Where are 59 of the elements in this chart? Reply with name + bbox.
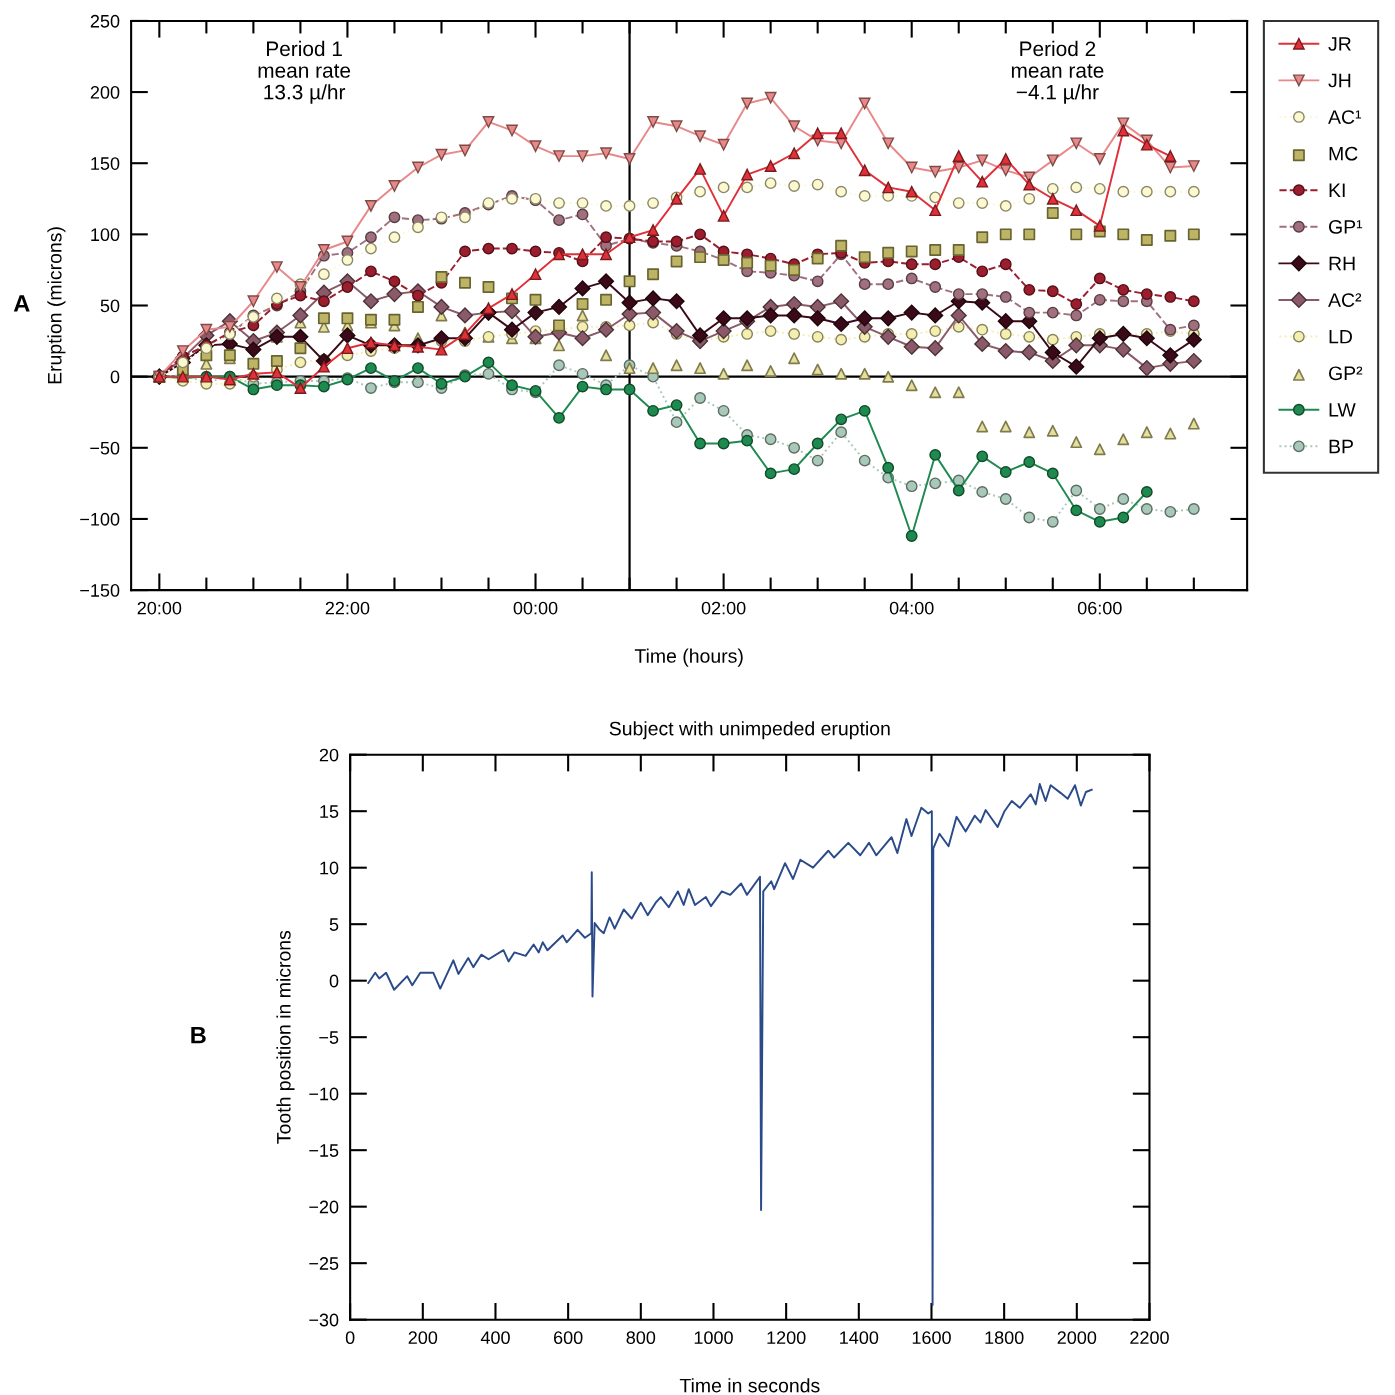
legend-label: JH (1328, 73, 1351, 88)
x-tick-label: 1800 (985, 1331, 1024, 1345)
x-tick-label: 1200 (767, 1331, 806, 1345)
legend-label: AC² (1328, 293, 1362, 307)
y-tick-label: −25 (309, 1257, 339, 1270)
x-tick-label: 22:00 (325, 601, 370, 615)
legend-label: GP² (1329, 366, 1363, 381)
x-tick-label: 2000 (1057, 1331, 1097, 1345)
x-axis-title: Time (hours) (634, 648, 743, 667)
y-tick-label: 10 (320, 861, 339, 875)
x-tick-label: 00:00 (513, 601, 558, 615)
legend-label: KI (1329, 183, 1345, 197)
y-tick-label: −50 (90, 441, 120, 455)
x-tick-label: 400 (480, 1331, 510, 1345)
x-tick-label: 04:00 (889, 601, 934, 615)
chart-title: Subject with unimpeded eruption (609, 721, 890, 740)
x-tick-label: 200 (408, 1331, 438, 1345)
text: A (13, 295, 30, 312)
annotation: Period 1 mean rate 13.3 µ/hr (258, 40, 351, 104)
y-tick-label: −10 (309, 1087, 339, 1101)
y-tick-label: 50 (100, 299, 120, 313)
y-tick-label: 0 (329, 974, 339, 988)
y-tick-label: −5 (319, 1031, 339, 1044)
y-tick-label: 100 (91, 228, 120, 242)
x-tick-label: 600 (554, 1331, 583, 1345)
x-tick-label: 800 (626, 1331, 656, 1345)
y-tick-label: 20 (319, 748, 339, 762)
x-tick-label: 1400 (840, 1331, 879, 1345)
x-tick-label: 2200 (1130, 1331, 1169, 1345)
legend-label: LD (1329, 329, 1352, 344)
y-tick-label: −20 (309, 1200, 339, 1214)
y-tick-label: −150 (80, 584, 120, 597)
x-axis-title: Time in seconds (679, 1378, 820, 1393)
y-tick-label: 15 (320, 805, 339, 818)
x-tick-label: 06:00 (1077, 601, 1122, 615)
x-tick-label: 0 (345, 1331, 355, 1345)
annotation: Period 2 mean rate −4.1 µ/hr (1011, 40, 1104, 104)
legend-label: MC (1329, 146, 1358, 161)
x-tick-label: 02:00 (701, 601, 746, 615)
y-axis-title: Eruption (microns) (47, 227, 66, 384)
legend-label: AC¹ (1328, 110, 1362, 124)
y-tick-label: 150 (91, 157, 120, 170)
x-tick-label: 1600 (912, 1331, 951, 1345)
legend-label: BP (1329, 439, 1353, 454)
x-tick-label: 1000 (694, 1331, 733, 1345)
legend-label: JR (1328, 37, 1351, 51)
text: B (191, 1027, 206, 1044)
legend-label: GP¹ (1329, 219, 1363, 234)
y-tick-label: −100 (80, 512, 120, 526)
y-tick-label: 0 (110, 370, 120, 384)
legend-label: RH (1329, 256, 1355, 271)
x-tick-label: 20:00 (137, 601, 182, 615)
y-tick-label: 200 (90, 86, 120, 99)
legend-label: LW (1329, 403, 1356, 417)
y-tick-label: 250 (90, 14, 120, 28)
y-tick-label: 5 (329, 918, 339, 931)
y-tick-label: −15 (309, 1144, 339, 1157)
y-axis-title: Tooth position in microns (276, 930, 295, 1144)
y-tick-label: −30 (309, 1313, 339, 1327)
